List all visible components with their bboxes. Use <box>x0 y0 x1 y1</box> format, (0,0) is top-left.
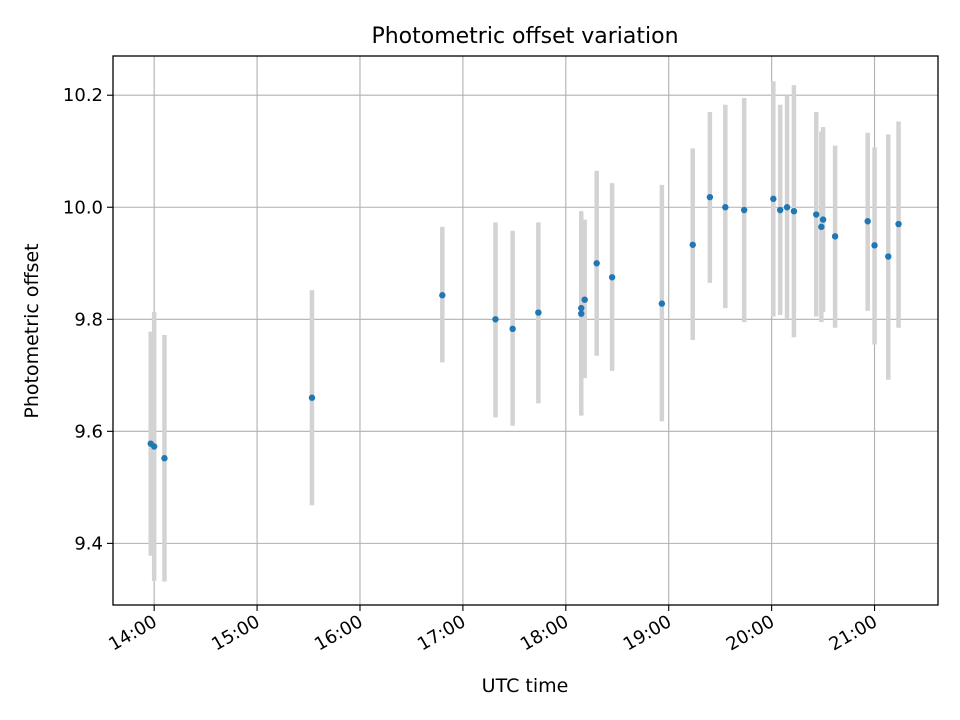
data-point <box>777 206 784 214</box>
chart-title: Photometric offset variation <box>371 24 678 49</box>
y-tick-label: 10.0 <box>63 197 103 218</box>
y-tick-label: 9.6 <box>74 421 103 442</box>
data-point <box>578 304 585 312</box>
data-point <box>308 394 316 401</box>
data-point <box>770 195 777 203</box>
data-point <box>439 292 446 299</box>
data-point <box>885 253 892 260</box>
data-point <box>509 325 516 333</box>
data-point <box>150 443 158 450</box>
data-point <box>581 296 588 303</box>
data-point <box>535 309 542 316</box>
data-point <box>658 300 666 307</box>
data-point <box>790 207 798 215</box>
data-point <box>871 242 878 249</box>
data-points <box>147 193 902 462</box>
y-tick-label: 9.4 <box>74 533 103 554</box>
y-axis-label: Photometric offset <box>21 243 43 418</box>
y-tick-label: 9.8 <box>74 309 103 330</box>
data-point <box>740 206 748 214</box>
data-point <box>831 233 839 240</box>
x-axis-label: UTC time <box>482 675 569 697</box>
y-tick-label: 10.2 <box>63 85 103 106</box>
data-point <box>864 218 871 225</box>
data-point <box>608 274 616 281</box>
y-axis-ticks: 9.4 9.6 9.8 10.0 10.2 <box>63 85 113 554</box>
data-point <box>819 216 827 223</box>
data-point <box>161 455 168 462</box>
plot-frame <box>112 55 939 606</box>
data-point <box>706 193 714 201</box>
data-point <box>818 223 825 231</box>
data-point <box>895 220 902 228</box>
data-point <box>492 316 499 323</box>
data-point <box>722 204 729 211</box>
data-point <box>578 310 585 317</box>
data-point <box>593 260 600 267</box>
data-point <box>689 241 696 248</box>
data-point <box>783 204 791 211</box>
grid <box>113 56 938 605</box>
data-point <box>813 211 820 218</box>
